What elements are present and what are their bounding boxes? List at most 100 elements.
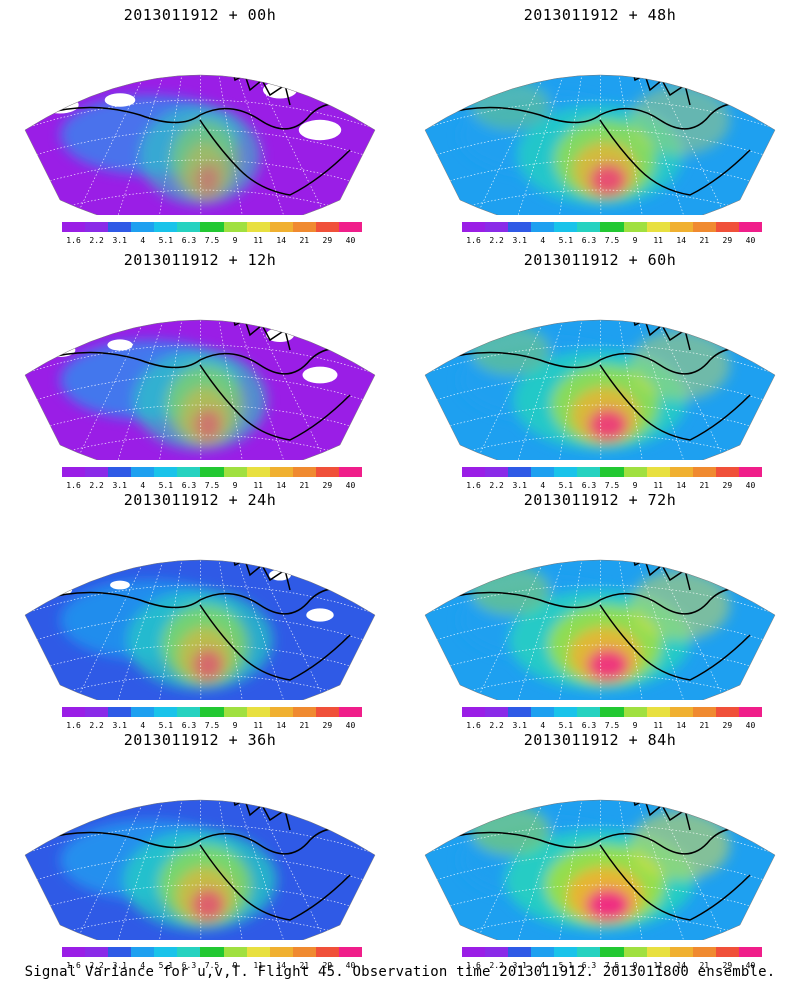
colorbar-label: 14 [276,961,287,970]
colorbar-label: 1.6 [466,236,481,245]
colorbar-swatch [315,947,339,957]
colorbar-swatch [646,707,670,717]
latitude-line [25,584,375,616]
variance-map [24,559,376,700]
colorbar-label: 6.3 [581,236,597,245]
colorbar-swatch [554,707,578,717]
colorbar-swatch [669,707,693,717]
colorbar-label: 2.2 [489,481,504,490]
colorbar-label: 6.3 [581,481,597,490]
colorbar-swatch [715,947,739,957]
colorbar [62,707,363,717]
colorbar-swatch [177,222,201,232]
colorbar-label: 7.5 [604,236,620,245]
colorbar-swatch [508,467,532,477]
colorbar-label: 7.5 [604,961,620,970]
colorbar-label: 2.2 [489,236,504,245]
panel-title: 2013011912 + 24h [123,491,277,509]
latitude-line [25,99,375,131]
colorbar-label: 40 [345,481,356,490]
colorbar [62,222,363,232]
colorbar-label: 4 [140,481,146,490]
colorbar-label: 3.1 [512,961,527,970]
colorbar-label: 6.3 [181,961,197,970]
colorbar-label: 40 [345,236,356,245]
colorbar-swatch [738,707,763,717]
colorbar-label: 7.5 [204,961,220,970]
latitude-line [425,614,775,646]
colorbar-label: 4 [540,236,546,245]
colorbar-label: 9 [232,961,238,970]
colorbar-swatch [269,222,293,232]
colorbar-swatch [108,707,132,717]
colorbar-swatch [269,467,293,477]
colorbar-swatch [462,947,486,957]
colorbar-swatch [531,707,555,717]
colorbar-swatch [154,707,178,717]
colorbar-label: 3.1 [512,481,527,490]
colorbar-swatch [246,707,270,717]
no-data-area [298,119,342,141]
map-panel: 2013011912 + 12h 1.6 2.2 3.1 4 5.1 6.3 7.5 9 11 14… [0,245,400,490]
colorbar-label: 14 [276,481,287,490]
colorbar [62,467,363,477]
variance-contour [589,164,627,196]
colorbar-label: 7.5 [204,481,220,490]
panel-title: 2013011912 + 12h [123,251,277,269]
variance-map [424,319,776,460]
colorbar-label: 29 [322,721,333,730]
variance-contour [586,889,630,921]
colorbar-label: 2.2 [89,721,104,730]
colorbar-labels: 1.6 2.2 3.1 4 5.1 6.3 7.5 9 11 14 21 29 40 [62,236,362,246]
colorbar-swatch [485,707,509,717]
variance-contour [196,164,220,196]
latitude-line [425,129,775,161]
latitude-line [425,584,775,616]
colorbar-label: 29 [322,961,333,970]
colorbar-swatch [292,947,316,957]
latitude-line [25,884,375,916]
variance-contour [194,409,222,441]
colorbar [462,707,763,717]
no-data-area [302,366,338,384]
colorbar-label: 21 [299,961,310,970]
map-panel: 2013011912 + 24h 1.6 2.2 3.1 4 5.1 6.3 7.5 9 11 14… [0,485,400,730]
variance-contour [630,330,730,400]
colorbar-label: 9 [632,721,638,730]
colorbar-label: 29 [722,721,733,730]
colorbar-label: 29 [322,236,333,245]
longitude-line [459,800,601,940]
colorbar-label: 29 [722,961,733,970]
variance-contour [192,649,224,681]
latitude-line [25,374,375,406]
colorbar-swatch [338,707,363,717]
latitude-line [25,824,375,856]
latitude-line [25,159,375,191]
colorbar-label: 5.1 [158,961,174,970]
variance-map [24,74,376,215]
variance-contour [588,409,628,441]
colorbar-label: 1.6 [66,481,81,490]
longitude-line [599,75,602,215]
colorbar-labels: 1.6 2.2 3.1 4 5.1 6.3 7.5 9 11 14 21 29 40 [62,481,362,491]
map-outline [424,799,776,940]
variance-map [424,74,776,215]
colorbar-swatch [292,707,316,717]
colorbar [462,222,763,232]
colorbar-label: 3.1 [112,721,127,730]
colorbar-label: 40 [745,721,756,730]
colorbar-swatch [485,947,509,957]
colorbar-label: 5.1 [558,481,574,490]
colorbar-label: 1.6 [66,236,81,245]
colorbar-label: 3.1 [512,721,527,730]
colorbar-label: 9 [232,721,238,730]
colorbar-swatch [554,947,578,957]
colorbar-swatch [531,947,555,957]
panel-title: 2013011912 + 36h [123,731,277,749]
colorbar-label: 40 [745,961,756,970]
colorbar-label: 29 [322,481,333,490]
latitude-line [425,824,775,856]
colorbar-swatch [669,467,693,477]
longitude-line [199,800,343,940]
map-outline [424,319,776,460]
